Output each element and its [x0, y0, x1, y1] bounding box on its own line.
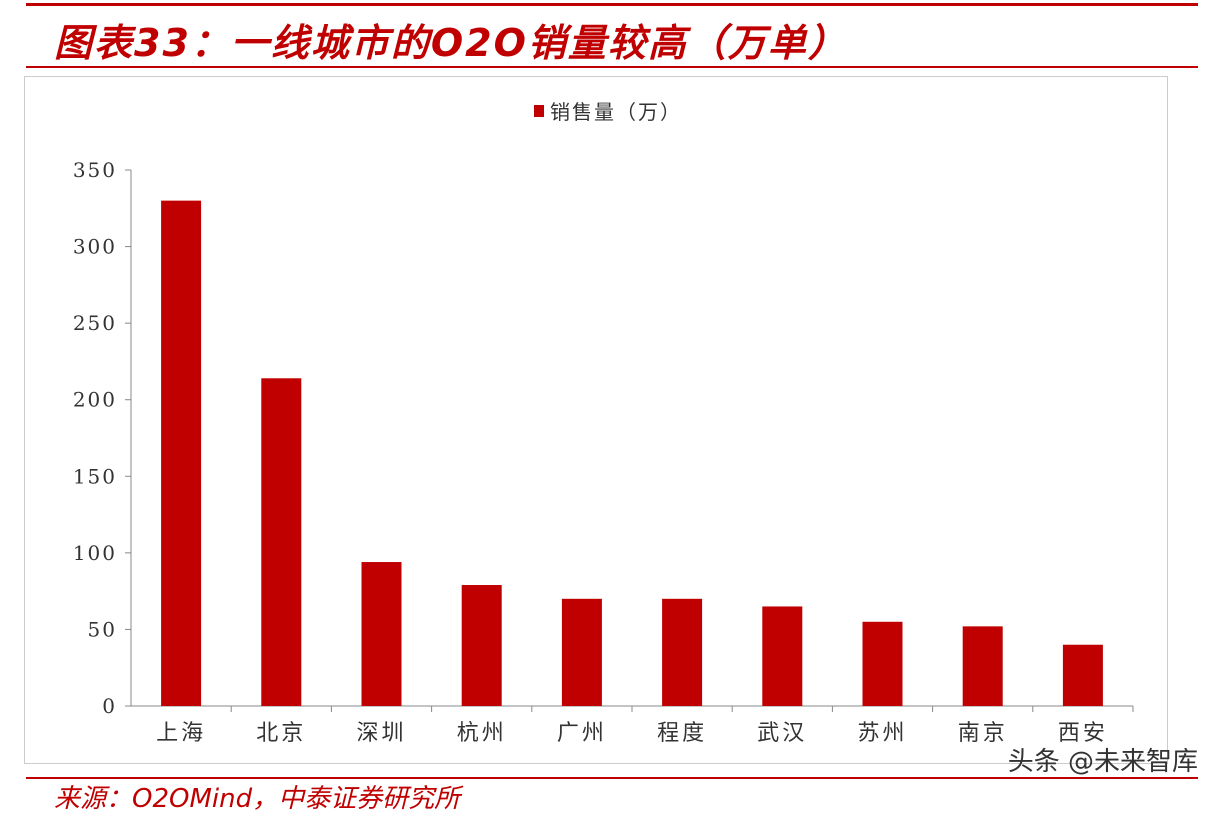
bar	[161, 200, 202, 706]
bar	[561, 598, 602, 706]
bar	[261, 378, 302, 706]
x-tick-label: 西安	[1058, 721, 1108, 746]
bar	[662, 598, 703, 706]
bar	[361, 562, 402, 706]
y-tick-label: 150	[73, 464, 117, 488]
y-tick-label: 200	[73, 388, 117, 412]
y-tick-label: 300	[73, 235, 117, 259]
title-rule	[26, 66, 1198, 68]
bar	[762, 606, 803, 706]
legend-swatch	[534, 105, 544, 117]
y-tick-label: 0	[102, 694, 117, 718]
y-tick-label: 100	[73, 541, 117, 565]
y-tick-label: 350	[73, 158, 117, 182]
bar	[862, 621, 903, 706]
watermark: 头条 @未来智库	[1007, 747, 1198, 777]
x-tick-label: 程度	[657, 721, 707, 746]
page-title: 图表33：一线城市的O2O销量较高（万单）	[54, 21, 848, 65]
bar-chart: 0 50 100 150 200 250 300 350 上海 北京 深圳 杭州 广州 程度 武汉 苏州 南京 西…	[73, 100, 1134, 746]
x-tick-label: 深圳	[356, 721, 406, 746]
x-tick-label: 广州	[557, 721, 607, 746]
y-tick-label: 250	[73, 311, 117, 335]
x-tick-label: 杭州	[457, 721, 507, 746]
y-tick-label: 50	[88, 617, 117, 641]
top-rule	[26, 3, 1198, 6]
source-note: 来源：O2OMind，中泰证券研究所	[54, 784, 461, 814]
chart-frame	[24, 76, 1168, 764]
bottom-rule	[26, 777, 1198, 779]
x-tick-label: 苏州	[857, 721, 907, 746]
legend-label: 销售量（万）	[550, 100, 682, 124]
x-tick-label: 北京	[256, 721, 306, 746]
bar	[1062, 644, 1103, 706]
bar	[962, 626, 1003, 706]
x-tick-label: 武汉	[757, 721, 807, 746]
bar	[461, 585, 502, 706]
x-tick-label: 南京	[958, 721, 1008, 746]
x-tick-label: 上海	[156, 721, 206, 746]
